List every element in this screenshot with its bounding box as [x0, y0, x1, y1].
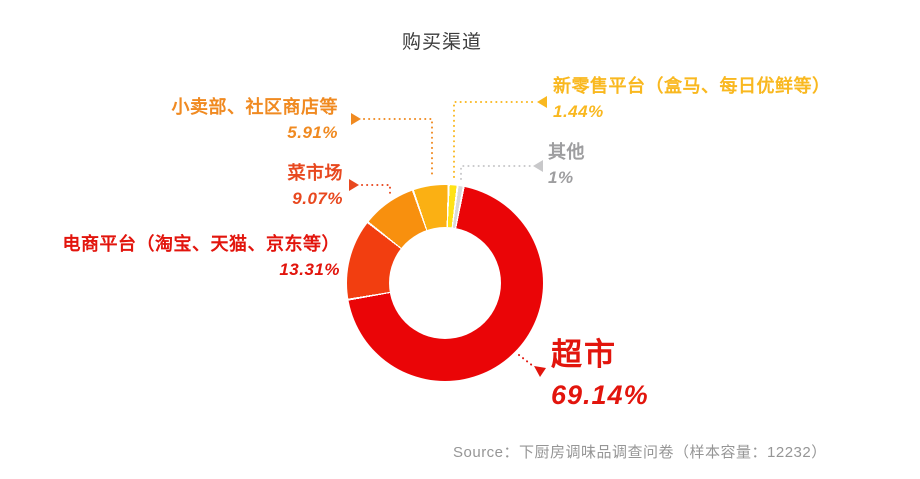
leader-arrow-shop-icon — [351, 113, 361, 125]
label-supermarket: 超市 69.14% — [551, 337, 771, 411]
leader-line-newretail — [453, 101, 537, 178]
label-shop-value: 5.91% — [287, 122, 338, 142]
leader-line-other — [460, 165, 533, 180]
label-market: 菜市场 9.07% — [163, 163, 343, 208]
donut-hole — [389, 227, 501, 339]
leader-arrow-newretail-icon — [537, 96, 547, 108]
label-ecommerce-name: 电商平台（淘宝、天猫、京东等） — [62, 234, 340, 254]
label-newretail-name: 新零售平台（盒马、每日优鲜等） — [553, 76, 831, 96]
label-other-name: 其他 — [548, 142, 585, 162]
label-other-value: 1% — [548, 167, 574, 187]
label-shop-name: 小卖部、社区商店等 — [171, 97, 338, 117]
leader-arrow-supermarket-icon — [534, 366, 546, 377]
label-other: 其他 1% — [548, 142, 668, 187]
label-ecommerce: 电商平台（淘宝、天猫、京东等） 13.31% — [40, 234, 340, 279]
label-newretail: 新零售平台（盒马、每日优鲜等） 1.44% — [553, 76, 883, 121]
leader-line-shop — [363, 118, 433, 179]
label-supermarket-name: 超市 — [551, 337, 617, 372]
label-newretail-value: 1.44% — [553, 101, 604, 121]
donut-chart — [347, 185, 543, 381]
label-supermarket-value: 69.14% — [551, 379, 649, 410]
label-market-name: 菜市场 — [287, 163, 343, 183]
label-ecommerce-value: 13.31% — [279, 259, 340, 279]
leader-line-market — [361, 184, 391, 198]
source-caption: Source：下厨房调味品调查问卷（样本容量：12232） — [453, 444, 827, 461]
leader-arrow-market-icon — [349, 179, 359, 191]
label-market-value: 9.07% — [292, 188, 343, 208]
leader-arrow-other-icon — [533, 160, 543, 172]
chart-title: 购买渠道 — [401, 32, 483, 53]
leader-line-supermarket — [518, 354, 534, 367]
label-shop: 小卖部、社区商店等 5.91% — [138, 97, 338, 142]
